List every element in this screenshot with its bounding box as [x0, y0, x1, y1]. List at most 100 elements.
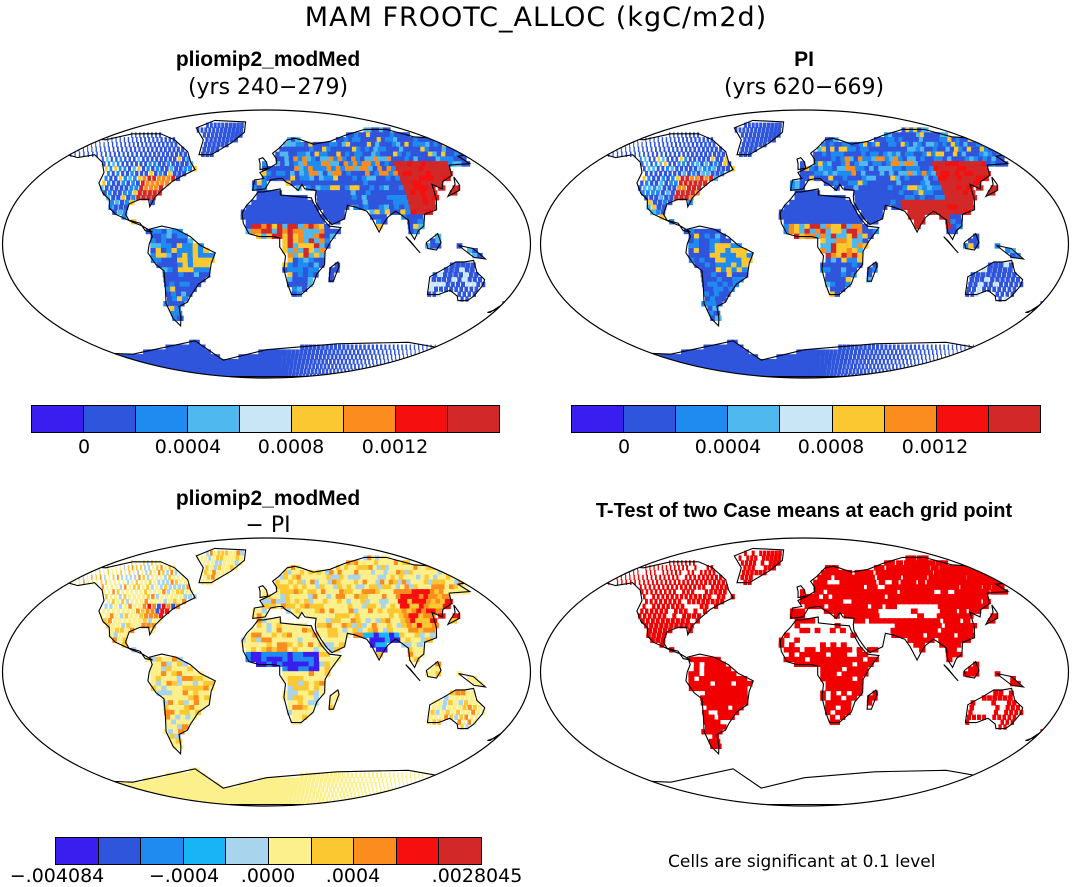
grid-cell: [390, 603, 398, 610]
grid-cell: [350, 363, 353, 370]
grid-cell: [430, 243, 436, 249]
grid-cell: [969, 277, 974, 283]
grid-cell: [426, 156, 435, 162]
grid-cell: [78, 359, 89, 365]
grid-cell: [949, 359, 950, 365]
grid-cell: [213, 550, 217, 556]
grid-cell: [703, 180, 708, 186]
grid-cell: [286, 195, 293, 201]
grid-cell: [708, 354, 716, 360]
grid-cell: [723, 368, 730, 374]
grid-cell: [266, 637, 273, 643]
grid-cell: [135, 565, 138, 571]
grid-cell: [773, 127, 778, 133]
grid-cell: [430, 354, 432, 360]
grid-cell: [248, 368, 253, 374]
grid-cell: [183, 594, 188, 600]
grid-cell: [271, 214, 278, 220]
grid-cell: [271, 190, 278, 196]
grid-cell: [689, 132, 691, 138]
grid-cell: [324, 238, 331, 244]
grid-cell: [1015, 277, 1020, 283]
grid-cell: [324, 656, 331, 663]
grid-cell: [176, 243, 183, 249]
grid-cell: [220, 141, 225, 148]
grid-cell: [395, 359, 397, 365]
grid-cell: [341, 195, 348, 201]
grid-cell: [97, 354, 107, 360]
grid-cell: [698, 248, 705, 254]
grid-cell: [153, 589, 157, 595]
grid-cell: [248, 373, 254, 378]
grid-cell: [286, 354, 291, 360]
grid-cell: [286, 632, 293, 638]
grid-cell: [135, 151, 138, 157]
grid-cell: [629, 137, 630, 143]
grid-cell: [349, 373, 351, 378]
grid-cell: [919, 368, 921, 374]
grid-cell: [280, 175, 287, 182]
grid-cell: [471, 141, 481, 148]
grid-cell: [182, 598, 187, 605]
grid-cell: [420, 146, 429, 153]
grid-cell: [274, 359, 279, 365]
grid-cell: [1001, 272, 1007, 278]
grid-cell: [318, 354, 322, 360]
grid-cell: [307, 637, 314, 643]
grid-cell: [413, 199, 421, 206]
grid-cell: [840, 277, 846, 283]
grid-cell: [177, 262, 184, 268]
grid-cell: [726, 359, 733, 365]
grid-cell: [286, 359, 290, 365]
grid-cell: [101, 354, 111, 360]
grid-cell: [720, 344, 727, 350]
grid-cell: [924, 195, 932, 201]
grid-cell: [342, 156, 349, 162]
grid-cell: [800, 354, 806, 360]
grid-cell: [125, 170, 129, 177]
grid-cell: [656, 166, 660, 172]
grid-cell: [302, 632, 309, 638]
grid-cell: [162, 569, 165, 576]
grid-cell: [700, 354, 708, 360]
grid-cell: [341, 170, 349, 177]
grid-cell: [208, 569, 212, 576]
grid-cell: [261, 632, 268, 638]
grid-cell: [680, 146, 683, 153]
grid-cell: [452, 161, 461, 167]
grid-cell: [117, 190, 122, 196]
grid-cell: [407, 146, 416, 153]
grid-cell: [907, 363, 909, 370]
grid-cell: [628, 359, 638, 365]
grid-cell: [333, 584, 340, 590]
grid-cell: [977, 349, 978, 355]
grid-cell: [295, 608, 302, 614]
grid-cell: [410, 209, 418, 215]
grid-cell: [334, 267, 340, 273]
grid-cell: [789, 209, 795, 215]
grid-cell: [789, 214, 795, 220]
grid-cell: [693, 368, 701, 374]
grid-cell: [648, 359, 657, 365]
grid-cell: [373, 204, 381, 210]
grid-cell: [404, 603, 413, 610]
grid-cell: [737, 344, 744, 350]
grid-cell: [282, 243, 289, 249]
grid-cell: [109, 603, 113, 610]
grid-cell: [704, 257, 711, 264]
grid-cell: [931, 161, 939, 167]
grid-cell: [652, 368, 662, 374]
grid-cell: [432, 151, 441, 157]
grid-cell: [340, 359, 344, 365]
grid-cell: [210, 354, 217, 360]
grid-cell: [441, 166, 451, 172]
grid-cell: [170, 286, 177, 292]
grid-cell: [261, 219, 268, 225]
grid-cell: [169, 344, 177, 350]
grid-cell: [311, 349, 316, 355]
grid-cell: [833, 137, 839, 143]
grid-cell: [888, 141, 895, 148]
grid-cell: [188, 267, 195, 273]
grid-cell: [914, 137, 923, 143]
coastline-su: [943, 236, 959, 254]
